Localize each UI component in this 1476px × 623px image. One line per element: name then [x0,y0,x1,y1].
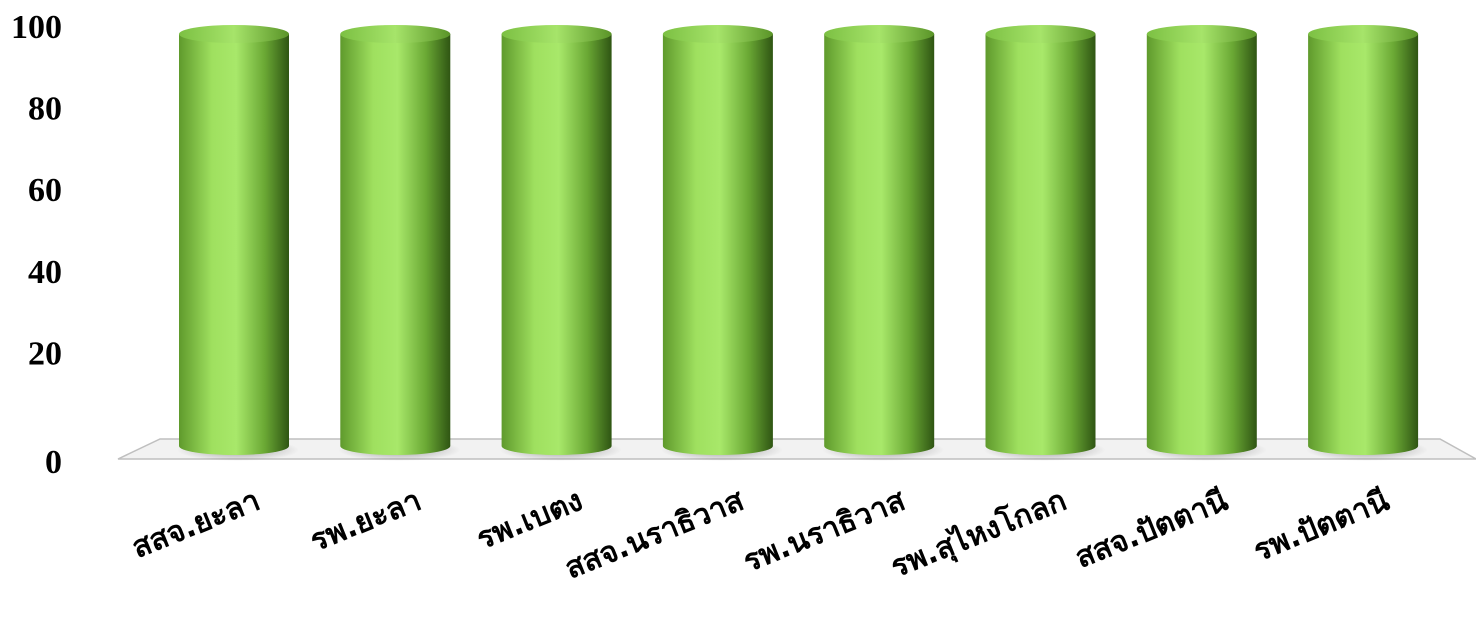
bar-body [662,34,773,455]
bar-body [985,34,1096,455]
bar-cap [340,25,451,43]
x-axis: สสจ.ยะลา รพ.ยะลา รพ.เบตงสสจ.นราธิวาสรพ.นรา… [127,481,1394,586]
bar-body [1308,34,1419,455]
bar [499,25,622,461]
x-tick-label: รพ.นราธิวาส [738,483,910,580]
bar [338,25,461,461]
x-tick-label: สสจ.ปัตตานี [1070,483,1233,576]
bar-cap [662,25,773,43]
bar-body [179,34,289,455]
x-tick-label: สสจ.ยะลา [127,483,265,566]
bar-cap [1146,25,1257,43]
bar [822,25,945,461]
bar-body [1146,34,1257,455]
bar-cap [985,25,1096,43]
x-tick-label: สสจ.นราธิวาส [560,483,749,587]
bar-cap [501,25,612,43]
bars-group [177,25,1429,461]
bar-body [340,34,451,455]
y-axis: 0 20 40 60 80 100 [11,9,62,481]
y-tick-label: 80 [28,91,62,128]
x-tick-label: รพ.ยะลา [305,483,426,559]
bar-cap [179,25,289,43]
bar [1306,25,1429,461]
y-tick-label: 60 [28,172,62,209]
bar [177,25,299,461]
x-tick-label: รพ.สุไหงโกลก [885,481,1072,586]
y-tick-label: 40 [28,254,62,291]
y-tick-label: 0 [45,444,62,481]
bar-cap [1308,25,1419,43]
bar [1144,25,1267,461]
y-tick-label: 20 [28,335,62,372]
bar-body [501,34,612,455]
x-tick-label: รพ.เบตง [472,483,588,557]
chart-floor [117,438,1476,460]
bar [983,25,1106,461]
bar-body [824,34,935,455]
y-tick-label: 100 [11,9,62,46]
bar-cap [824,25,935,43]
bar [660,25,783,461]
x-tick-label: รพ.ปัตตานี [1249,483,1395,569]
